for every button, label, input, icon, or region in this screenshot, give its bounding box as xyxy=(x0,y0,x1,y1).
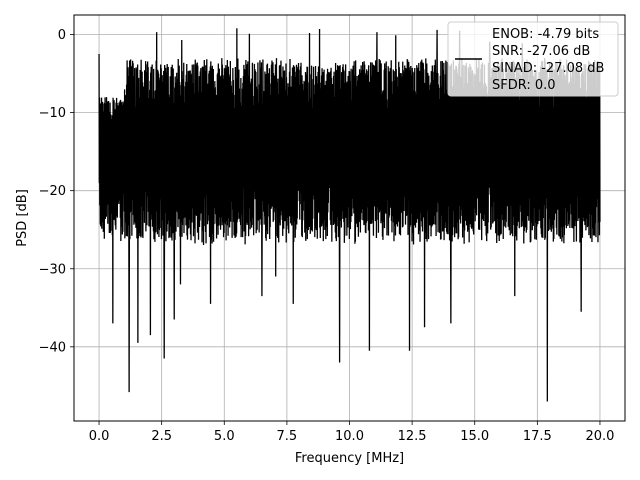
y-tick-label: −40 xyxy=(39,340,66,355)
x-tick-label: 2.5 xyxy=(151,429,172,444)
y-tick-label: −20 xyxy=(39,184,66,199)
x-tick-label: 17.5 xyxy=(523,429,552,444)
y-tick-label: −30 xyxy=(39,262,66,277)
x-axis-label: Frequency [MHz] xyxy=(295,451,404,466)
x-tick-label: 10.0 xyxy=(335,429,364,444)
x-tick-label: 0.0 xyxy=(89,429,110,444)
x-tick-label: 20.0 xyxy=(585,429,614,444)
x-tick-label: 5.0 xyxy=(214,429,235,444)
y-tick-label: −10 xyxy=(39,106,66,121)
y-axis-label: PSD [dB] xyxy=(15,189,30,247)
legend: ENOB: -4.79 bits SNR: -27.06 dB SINAD: -… xyxy=(447,21,619,97)
legend-sinad: SINAD: -27.08 dB xyxy=(492,61,604,76)
legend-box xyxy=(447,21,619,97)
x-tick-label: 15.0 xyxy=(460,429,489,444)
y-tick-label: 0 xyxy=(58,28,66,43)
legend-enob: ENOB: -4.79 bits xyxy=(492,27,599,42)
x-tick-label: 12.5 xyxy=(398,429,427,444)
legend-snr: SNR: -27.06 dB xyxy=(492,44,590,59)
y-axis-ticks: 0 −10 −20 −30 −40 xyxy=(39,28,74,355)
x-axis-ticks: 0.0 2.5 5.0 7.5 10.0 12.5 15.0 17.5 20.0 xyxy=(89,421,614,444)
legend-sfdr: SFDR: 0.0 xyxy=(492,78,556,93)
x-tick-label: 7.5 xyxy=(277,429,298,444)
